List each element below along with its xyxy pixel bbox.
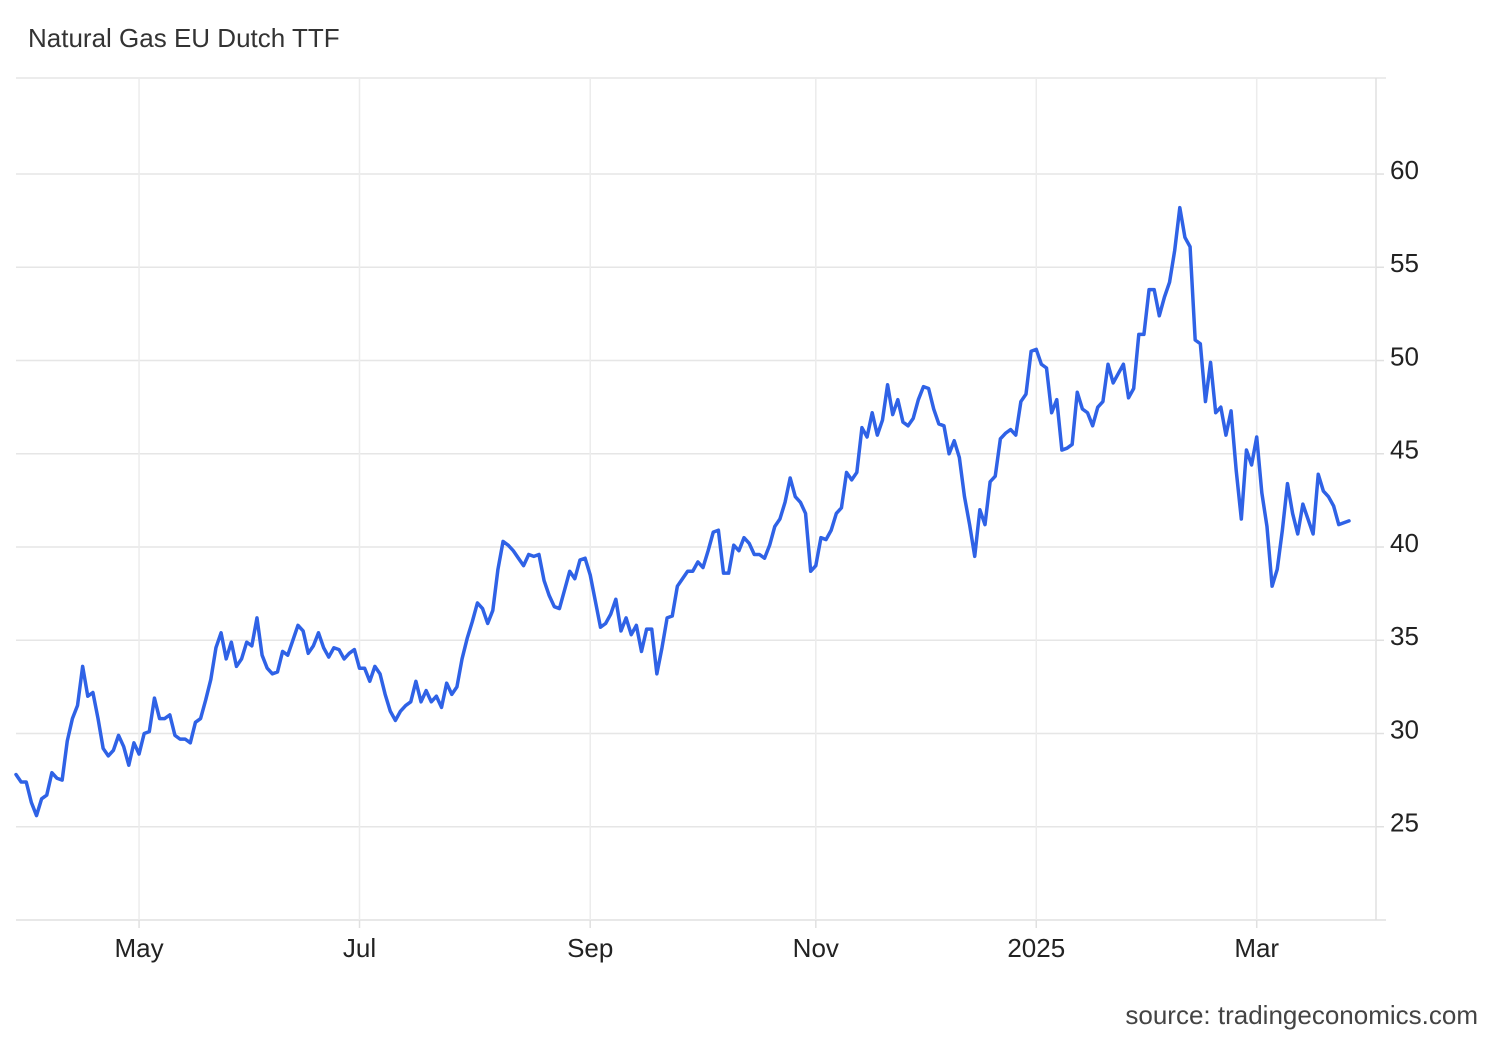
- source: source: tradingeconomics.com: [1125, 1000, 1478, 1030]
- y-tick-label: 35: [1390, 621, 1419, 651]
- x-tick-label: Mar: [1234, 933, 1279, 963]
- chart-title: Natural Gas EU Dutch TTF: [28, 23, 340, 53]
- x-tick-label: Nov: [793, 933, 839, 963]
- y-tick-label: 40: [1390, 528, 1419, 558]
- y-tick-label: 50: [1390, 341, 1419, 371]
- y-tick-label: 30: [1390, 714, 1419, 744]
- y-tick-label: 55: [1390, 248, 1419, 278]
- line-series: [14, 205, 1351, 818]
- x-tick-label: May: [114, 933, 163, 963]
- y-tick-label: 60: [1390, 155, 1419, 185]
- x-tick-label: Sep: [567, 933, 613, 963]
- y-tick-label: 45: [1390, 435, 1419, 465]
- x-tick-label: 2025: [1007, 933, 1065, 963]
- x-tick-label: Jul: [343, 933, 376, 963]
- y-tick-label: 25: [1390, 808, 1419, 838]
